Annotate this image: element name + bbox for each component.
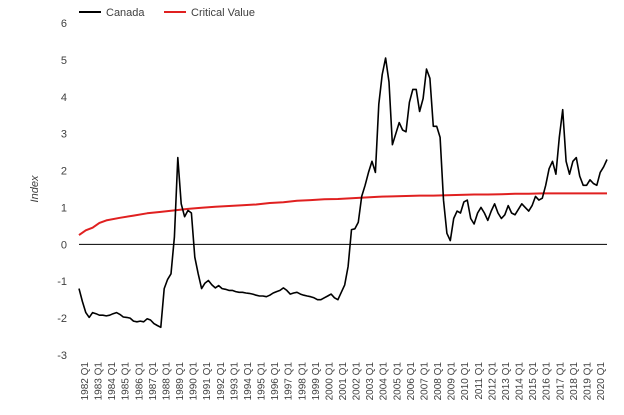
y-tick-label: 5	[61, 55, 67, 67]
x-tick-label: 2019 Q1	[582, 362, 593, 401]
x-tick-label: 1989 Q1	[175, 362, 186, 401]
x-tick-label: 2005 Q1	[392, 362, 403, 401]
x-tick-label: 1986 Q1	[134, 362, 145, 401]
y-tick-label: -2	[57, 313, 67, 325]
x-tick-label: 1984 Q1	[107, 362, 118, 401]
x-tick-label: 2000 Q1	[324, 362, 335, 401]
x-tick-label: 2010 Q1	[460, 362, 471, 401]
x-tick-label: 1988 Q1	[161, 362, 172, 401]
x-tick-label: 2001 Q1	[338, 362, 349, 401]
x-tick-label: 1985 Q1	[121, 362, 132, 401]
y-tick-label: 3	[61, 129, 67, 141]
y-tick-label: 0	[61, 239, 67, 251]
x-tick-label: 2007 Q1	[419, 362, 430, 401]
x-tick-label: 1997 Q1	[284, 362, 295, 401]
y-tick-label: 2	[61, 166, 67, 178]
series-line-critical-value	[78, 192, 607, 236]
x-tick-label: 1996 Q1	[270, 362, 281, 401]
x-tick-label: 1998 Q1	[297, 362, 308, 401]
x-tick-label: 2006 Q1	[406, 362, 417, 401]
x-tick-label: 2012 Q1	[487, 362, 498, 401]
x-tick-label: 2002 Q1	[352, 362, 363, 401]
legend-label-critical-value: Critical Value	[191, 7, 255, 19]
x-tick-label: 1993 Q1	[229, 362, 240, 401]
y-axis-ticks: -3 -2 -1 0 1 2 3 4 5 6	[57, 18, 67, 362]
x-tick-label: 1983 Q1	[94, 362, 105, 401]
y-tick-label: -1	[57, 276, 67, 288]
x-tick-label: 2003 Q1	[365, 362, 376, 401]
series-lines	[78, 57, 608, 329]
x-tick-label: 2020 Q1	[596, 362, 607, 401]
series-line-canada	[78, 57, 608, 329]
x-axis-ticks: 1982 Q1 1983 Q1 1984 Q1 1985 Q1 1986 Q1 1987 …	[80, 362, 607, 401]
x-tick-label: 2016 Q1	[542, 362, 553, 401]
x-tick-label: 1999 Q1	[311, 362, 322, 401]
x-tick-label: 2008 Q1	[433, 362, 444, 401]
y-tick-label: 1	[61, 202, 67, 214]
x-tick-label: 2015 Q1	[528, 362, 539, 401]
y-tick-label: -3	[57, 350, 67, 362]
x-tick-label: 2017 Q1	[555, 362, 566, 401]
x-tick-label: 1992 Q1	[216, 362, 227, 401]
x-tick-label: 1987 Q1	[148, 362, 159, 401]
x-tick-label: 2004 Q1	[379, 362, 390, 401]
x-tick-label: 2011 Q1	[474, 362, 485, 400]
legend: Canada Critical Value	[79, 7, 255, 19]
x-tick-label: 1991 Q1	[202, 362, 213, 401]
x-tick-label: 1995 Q1	[257, 362, 268, 401]
x-tick-label: 2014 Q1	[515, 362, 526, 401]
x-tick-label: 1990 Q1	[189, 362, 200, 401]
y-tick-label: 6	[61, 18, 67, 30]
x-tick-label: 2018 Q1	[569, 362, 580, 401]
y-axis-title: Index	[29, 175, 41, 202]
x-tick-label: 2013 Q1	[501, 362, 512, 401]
x-tick-label: 1994 Q1	[243, 362, 254, 401]
x-tick-label: 1982 Q1	[80, 362, 91, 401]
y-tick-label: 4	[61, 92, 67, 104]
x-tick-label: 2009 Q1	[447, 362, 458, 401]
legend-label-canada: Canada	[106, 7, 145, 19]
